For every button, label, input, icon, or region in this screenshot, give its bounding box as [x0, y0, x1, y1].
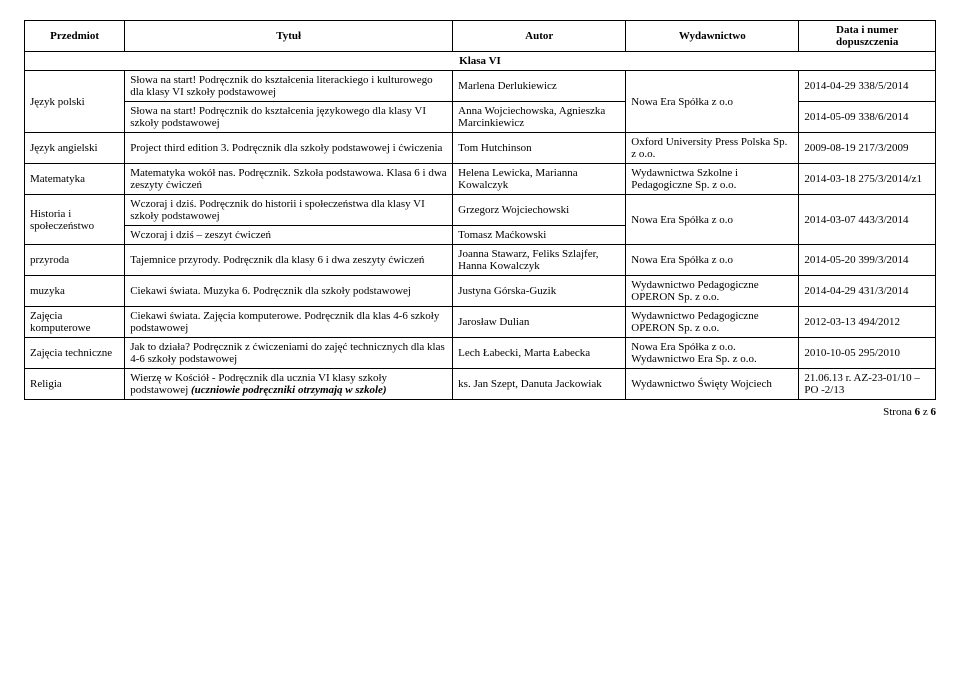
- col-date: Data i numer dopuszczenia: [799, 21, 936, 52]
- cell-title: Matematyka wokół nas. Podręcznik. Szkoła…: [125, 164, 453, 195]
- cell-subject: muzyka: [25, 276, 125, 307]
- table-body: Język polskiSłowa na start! Podręcznik d…: [25, 71, 936, 400]
- cell-author: Joanna Stawarz, Feliks Szlajfer, Hanna K…: [453, 245, 626, 276]
- table-row: muzykaCiekawi świata. Muzyka 6. Podręczn…: [25, 276, 936, 307]
- col-publisher: Wydawnictwo: [626, 21, 799, 52]
- cell-title: Ciekawi świata. Zajęcia komputerowe. Pod…: [125, 307, 453, 338]
- cell-publisher: Nowa Era Spółka z o.o: [626, 195, 799, 245]
- cell-title: Wczoraj i dziś – zeszyt ćwiczeń: [125, 226, 453, 245]
- table-header-row: Przedmiot Tytuł Autor Wydawnictwo Data i…: [25, 21, 936, 52]
- cell-author: ks. Jan Szept, Danuta Jackowiak: [453, 369, 626, 400]
- cell-publisher: Nowa Era Spółka z o.o: [626, 245, 799, 276]
- cell-date: 2014-03-18 275/3/2014/z1: [799, 164, 936, 195]
- col-author: Autor: [453, 21, 626, 52]
- cell-publisher: Wydawnictwo Pedagogiczne OPERON Sp. z o.…: [626, 276, 799, 307]
- page-footer: Strona 6 z 6: [24, 406, 936, 418]
- class-label: Klasa VI: [25, 52, 936, 71]
- cell-subject: Zajęcia komputerowe: [25, 307, 125, 338]
- cell-subject: Historia i społeczeństwo: [25, 195, 125, 245]
- cell-title: Słowa na start! Podręcznik do kształceni…: [125, 102, 453, 133]
- cell-subject: Religia: [25, 369, 125, 400]
- table-row: Zajęcia techniczneJak to działa? Podręcz…: [25, 338, 936, 369]
- cell-date: 2012-03-13 494/2012: [799, 307, 936, 338]
- table-row: MatematykaMatematyka wokół nas. Podręczn…: [25, 164, 936, 195]
- cell-date: 2014-04-29 338/5/2014: [799, 71, 936, 102]
- cell-date: 2014-04-29 431/3/2014: [799, 276, 936, 307]
- table-row: Słowa na start! Podręcznik do kształceni…: [25, 102, 936, 133]
- cell-date: 2014-03-07 443/3/2014: [799, 195, 936, 245]
- footer-of: z: [920, 406, 930, 418]
- cell-title: Project third edition 3. Podręcznik dla …: [125, 133, 453, 164]
- cell-author: Tom Hutchinson: [453, 133, 626, 164]
- cell-title: Jak to działa? Podręcznik z ćwiczeniami …: [125, 338, 453, 369]
- cell-publisher: Oxford University Press Polska Sp. z o.o…: [626, 133, 799, 164]
- table-row: przyrodaTajemnice przyrody. Podręcznik d…: [25, 245, 936, 276]
- cell-publisher: Wydawnictwo Pedagogiczne OPERON Sp. z o.…: [626, 307, 799, 338]
- cell-publisher: Nowa Era Spółka z o.o: [626, 71, 799, 133]
- cell-author: Jarosław Dulian: [453, 307, 626, 338]
- cell-date: 2014-05-09 338/6/2014: [799, 102, 936, 133]
- cell-title: Tajemnice przyrody. Podręcznik dla klasy…: [125, 245, 453, 276]
- cell-date: 2014-05-20 399/3/2014: [799, 245, 936, 276]
- footer-label: Strona: [883, 406, 914, 418]
- cell-title: Słowa na start! Podręcznik do kształceni…: [125, 71, 453, 102]
- cell-subject: Matematyka: [25, 164, 125, 195]
- cell-publisher: Nowa Era Spółka z o.o. Wydawnictwo Era S…: [626, 338, 799, 369]
- footer-total: 6: [931, 406, 937, 418]
- cell-title: Ciekawi świata. Muzyka 6. Podręcznik dla…: [125, 276, 453, 307]
- cell-subject: Język polski: [25, 71, 125, 133]
- table-row: ReligiaWierzę w Kościół - Podręcznik dla…: [25, 369, 936, 400]
- cell-author: Marlena Derlukiewicz: [453, 71, 626, 102]
- cell-title: Wierzę w Kościół - Podręcznik dla ucznia…: [125, 369, 453, 400]
- cell-subject: przyroda: [25, 245, 125, 276]
- cell-author: Lech Łabecki, Marta Łabecka: [453, 338, 626, 369]
- cell-title: Wczoraj i dziś. Podręcznik do historii i…: [125, 195, 453, 226]
- cell-author: Tomasz Maćkowski: [453, 226, 626, 245]
- cell-date: 2010-10-05 295/2010: [799, 338, 936, 369]
- cell-author: Justyna Górska-Guzik: [453, 276, 626, 307]
- cell-subject: Zajęcia techniczne: [25, 338, 125, 369]
- cell-date: 21.06.13 r. AZ-23-01/10 – PO -2/13: [799, 369, 936, 400]
- table-row: Zajęcia komputeroweCiekawi świata. Zajęc…: [25, 307, 936, 338]
- table-row: Historia i społeczeństwoWczoraj i dziś. …: [25, 195, 936, 226]
- table-row: Język angielskiProject third edition 3. …: [25, 133, 936, 164]
- cell-author: Anna Wojciechowska, Agnieszka Marcinkiew…: [453, 102, 626, 133]
- cell-date: 2009-08-19 217/3/2009: [799, 133, 936, 164]
- textbook-table: Przedmiot Tytuł Autor Wydawnictwo Data i…: [24, 20, 936, 400]
- col-title: Tytuł: [125, 21, 453, 52]
- cell-publisher: Wydawnictwa Szkolne i Pedagogiczne Sp. z…: [626, 164, 799, 195]
- cell-subject: Język angielski: [25, 133, 125, 164]
- cell-author: Helena Lewicka, Marianna Kowalczyk: [453, 164, 626, 195]
- class-row: Klasa VI: [25, 52, 936, 71]
- col-subject: Przedmiot: [25, 21, 125, 52]
- table-row: Język polskiSłowa na start! Podręcznik d…: [25, 71, 936, 102]
- cell-publisher: Wydawnictwo Święty Wojciech: [626, 369, 799, 400]
- cell-author: Grzegorz Wojciechowski: [453, 195, 626, 226]
